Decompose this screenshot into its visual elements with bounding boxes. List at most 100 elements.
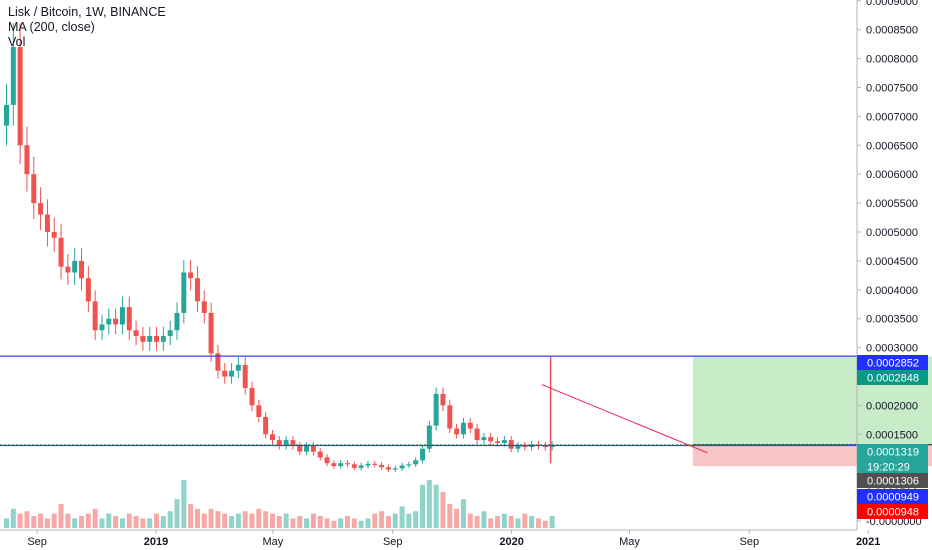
indicator-volume-label[interactable]: Vol bbox=[8, 35, 26, 49]
candle-body bbox=[488, 437, 494, 442]
candle-body bbox=[331, 463, 337, 467]
candle-body bbox=[215, 353, 221, 371]
volume-bar bbox=[317, 516, 323, 528]
candle-body bbox=[72, 260, 78, 273]
price-tick-label: 0.0001500 bbox=[866, 429, 918, 441]
candle-body bbox=[508, 440, 514, 449]
indicator-ma-label[interactable]: MA (200, close) bbox=[8, 20, 95, 34]
candle-body bbox=[154, 336, 160, 342]
volume-bar bbox=[406, 513, 412, 528]
volume-bar bbox=[331, 520, 337, 528]
volume-bar bbox=[92, 508, 98, 528]
volume-bar bbox=[379, 511, 385, 528]
volume-bar bbox=[304, 518, 310, 528]
volume-bar bbox=[44, 518, 50, 528]
candle-body bbox=[304, 445, 310, 452]
price-tick-label: 0.0005000 bbox=[866, 227, 918, 239]
price-tick-label: 0.0006000 bbox=[866, 169, 918, 181]
candle-body bbox=[235, 364, 241, 371]
candle-body bbox=[44, 214, 50, 232]
volume-bar bbox=[10, 508, 16, 528]
volume-bar bbox=[392, 513, 398, 528]
price-tick-label: 0.0002000 bbox=[866, 400, 918, 412]
volume-bar bbox=[549, 516, 555, 528]
candle-body bbox=[290, 440, 296, 446]
price-tag-label: 0.0001306 bbox=[867, 476, 919, 488]
volume-bar bbox=[351, 518, 357, 528]
candle-body bbox=[324, 457, 330, 464]
candle-body bbox=[426, 425, 432, 449]
volume-bar bbox=[249, 513, 255, 528]
volume-bar bbox=[297, 516, 303, 528]
volume-bar bbox=[263, 511, 269, 528]
volume-bar bbox=[495, 516, 501, 528]
volume-bar bbox=[447, 504, 453, 528]
volume-bar bbox=[324, 518, 330, 528]
candle-body bbox=[406, 464, 412, 466]
candle-body bbox=[495, 441, 501, 443]
candlesticks bbox=[4, 23, 555, 473]
volume-bar bbox=[358, 520, 364, 528]
price-tick-label: 0.0007500 bbox=[866, 83, 918, 95]
volume-bar bbox=[481, 511, 487, 528]
volume-bar bbox=[474, 516, 480, 528]
volume-bar bbox=[426, 480, 432, 528]
volume-bar bbox=[4, 518, 9, 528]
descending-trendline bbox=[541, 384, 708, 454]
volume-bar bbox=[51, 513, 57, 528]
chart-legend: Lisk / Bitcoin, 1W, BINANCE MA (200, clo… bbox=[8, 5, 166, 50]
candle-body bbox=[433, 393, 439, 426]
price-tag-countdown bbox=[857, 459, 928, 474]
time-tick-label: 2020 bbox=[499, 536, 523, 548]
symbol-title[interactable]: Lisk / Bitcoin, 1W, BINANCE bbox=[8, 5, 166, 19]
candle-body bbox=[345, 463, 350, 465]
volume-bar bbox=[433, 484, 439, 528]
volume-bar bbox=[113, 516, 119, 528]
price-tag-label: 0.0002848 bbox=[867, 373, 919, 385]
candle-body bbox=[310, 445, 316, 452]
volume-bar bbox=[215, 511, 221, 528]
candle-body bbox=[140, 336, 146, 342]
candle-body bbox=[222, 370, 228, 377]
candle-body bbox=[317, 451, 323, 458]
volume-bar bbox=[269, 513, 275, 528]
volume-bar bbox=[194, 508, 200, 528]
time-tick-label: 2019 bbox=[144, 536, 168, 548]
volume-bar bbox=[420, 484, 426, 528]
volume-bar bbox=[126, 513, 132, 528]
candle-body bbox=[85, 278, 91, 302]
volume-bar bbox=[38, 513, 44, 528]
volume-bar bbox=[201, 513, 207, 528]
volume-bar bbox=[345, 516, 350, 528]
volume-bar bbox=[188, 504, 194, 528]
volume-bar bbox=[106, 513, 112, 528]
volume-bar bbox=[181, 480, 187, 528]
volume-bar bbox=[154, 513, 160, 528]
volume-bar bbox=[290, 518, 296, 528]
candle-body bbox=[399, 465, 405, 469]
volume-bar bbox=[542, 520, 548, 528]
candle-body bbox=[10, 47, 16, 105]
volume-bar bbox=[310, 513, 316, 528]
candle-body bbox=[420, 448, 426, 461]
volume-bar bbox=[174, 499, 180, 528]
time-axis[interactable]: Sep2019MaySep2020MaySep2021May bbox=[0, 529, 932, 548]
candle-body bbox=[92, 301, 98, 331]
candle-body bbox=[65, 266, 71, 273]
candle-body bbox=[263, 416, 269, 435]
volume-bar bbox=[508, 516, 514, 528]
candle-body bbox=[167, 330, 173, 337]
price-tick-label: 0.0005500 bbox=[866, 198, 918, 210]
time-tick-label: 2021 bbox=[856, 536, 880, 548]
candle-body bbox=[522, 445, 528, 448]
candle-body bbox=[392, 468, 398, 470]
candle-body bbox=[542, 445, 548, 448]
candle-body bbox=[481, 437, 487, 441]
volume-bar bbox=[79, 516, 85, 528]
candle-body bbox=[413, 460, 419, 465]
candle-body bbox=[126, 307, 132, 331]
candle-body bbox=[147, 336, 153, 342]
price-tag-dark bbox=[857, 473, 928, 488]
volume-bar bbox=[515, 518, 521, 528]
